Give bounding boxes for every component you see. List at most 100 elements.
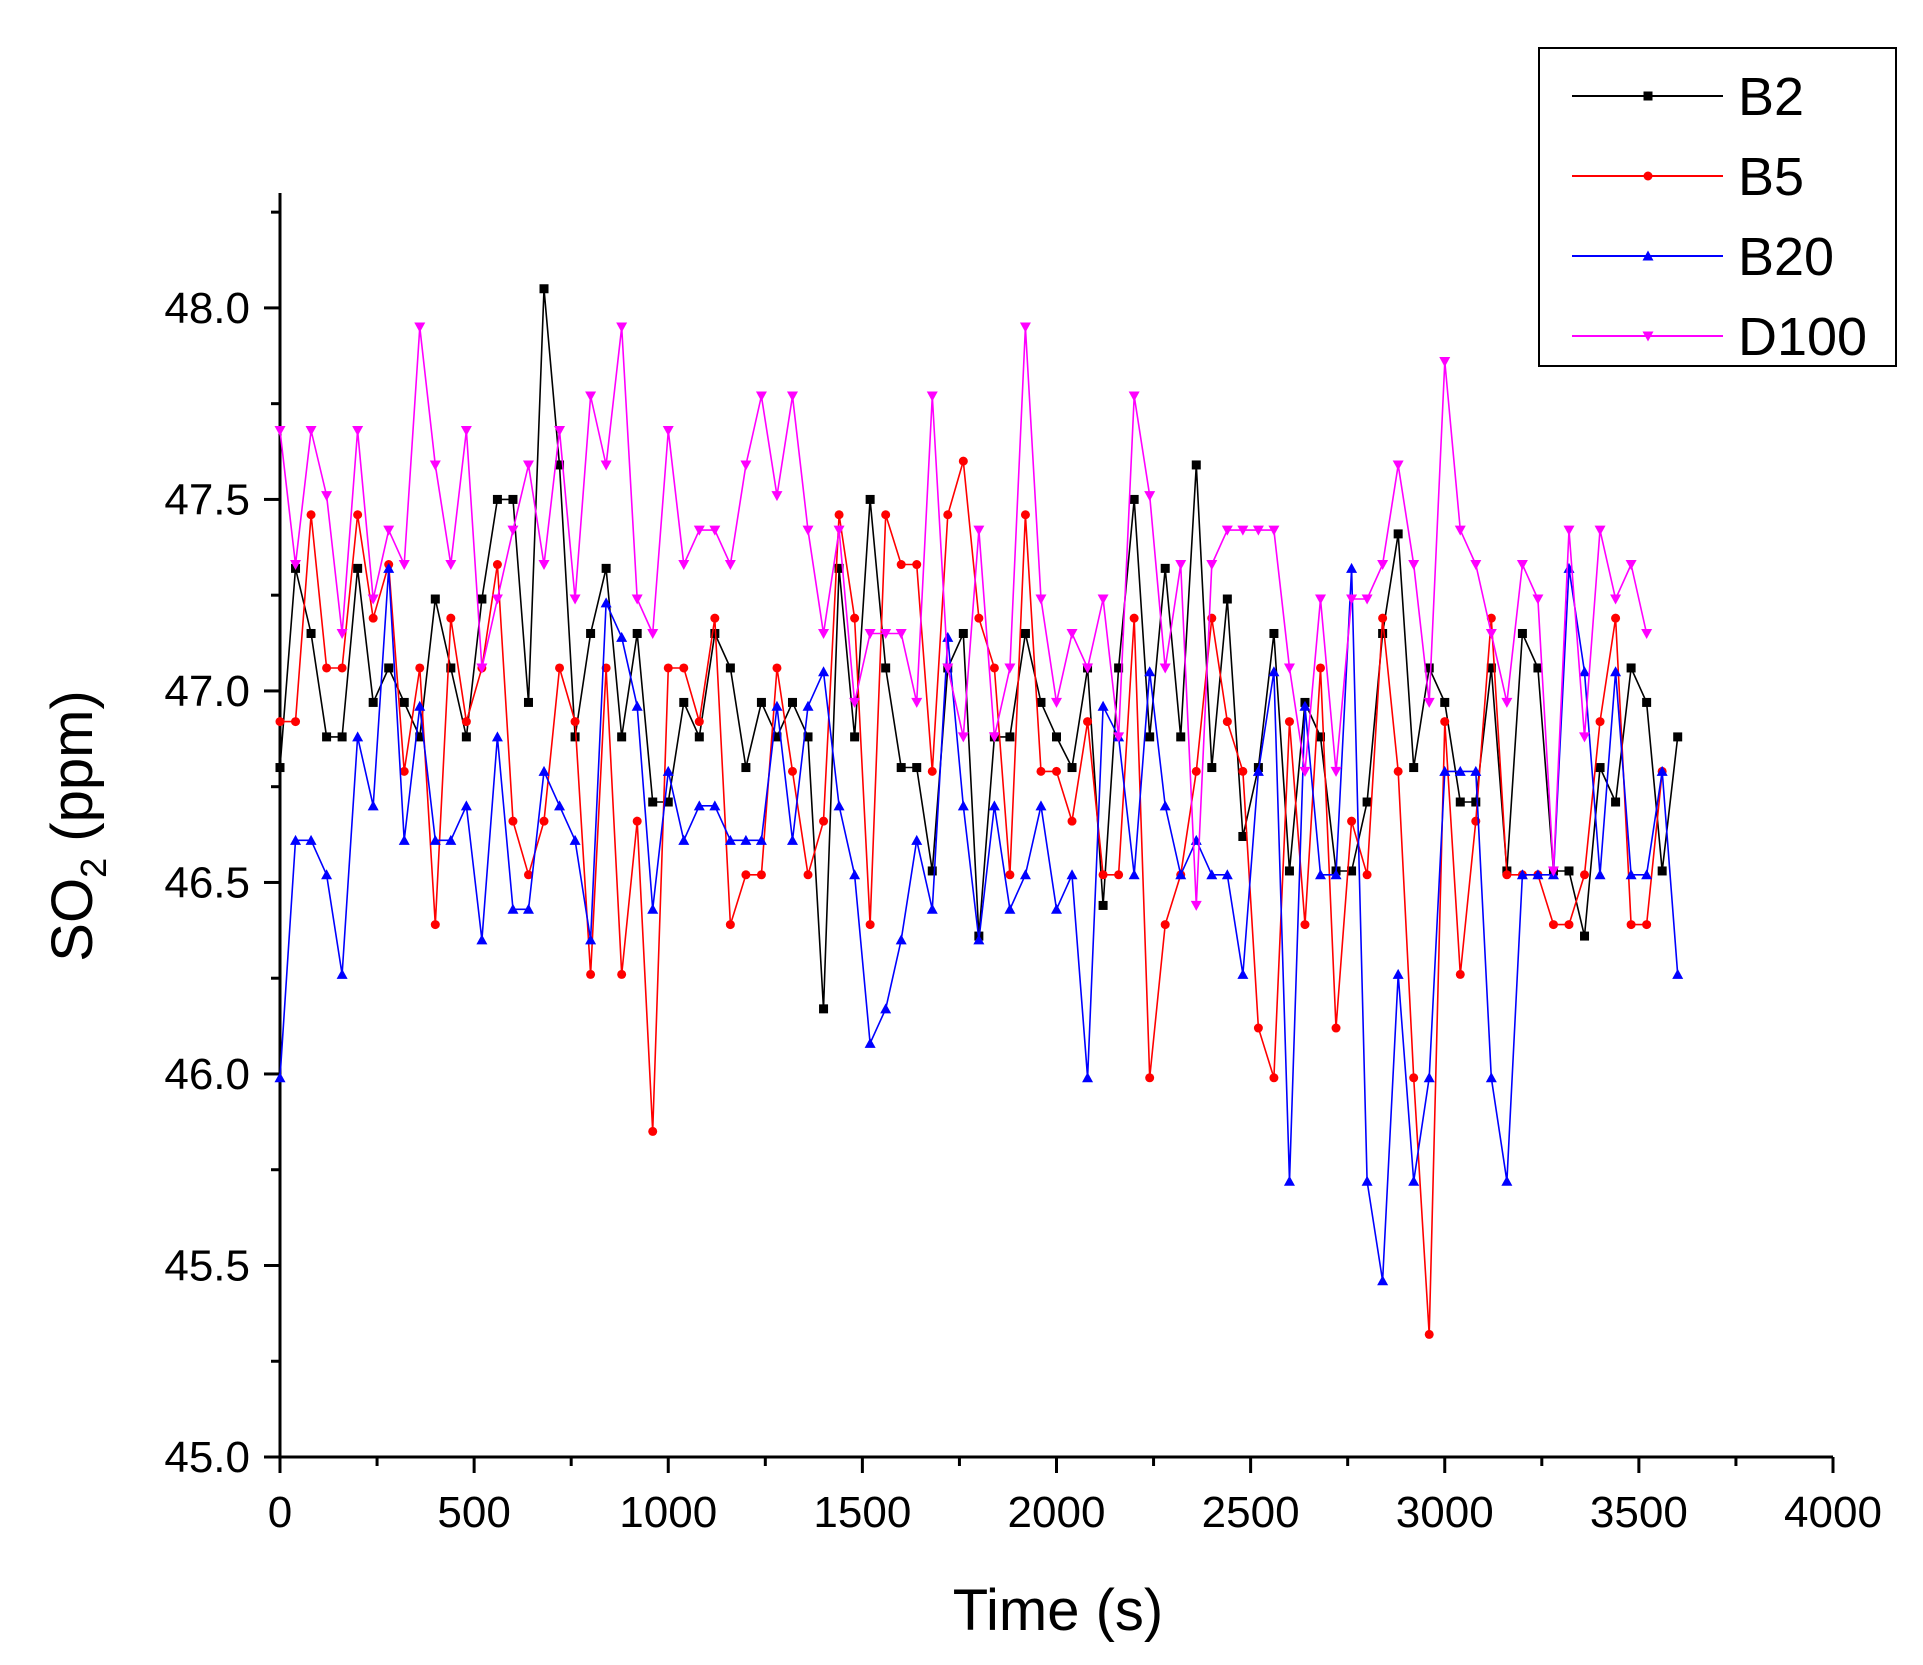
- data-point-D100: [693, 525, 705, 536]
- data-point-B20: [1283, 1175, 1295, 1186]
- data-point-B2: [1657, 866, 1667, 876]
- data-point-B2: [539, 284, 549, 294]
- legend-label: B5: [1738, 147, 1804, 207]
- data-point-B2: [586, 628, 596, 638]
- data-point-B5: [322, 663, 332, 673]
- x-tick-label: 1500: [813, 1488, 911, 1537]
- data-point-B2: [756, 697, 766, 707]
- data-point-B5: [694, 717, 704, 727]
- data-point-B20: [740, 834, 752, 845]
- data-point-B20: [647, 903, 659, 914]
- data-point-B5: [958, 456, 968, 466]
- data-point-D100: [1423, 697, 1435, 708]
- data-point-B20: [786, 834, 798, 845]
- legend: B2 B5 B20 D100: [1538, 47, 1897, 367]
- data-point-D100: [507, 525, 519, 536]
- data-point-B20: [507, 903, 519, 914]
- data-point-B5: [1253, 1023, 1263, 1033]
- data-point-B20: [398, 834, 410, 845]
- data-point-D100: [476, 663, 488, 674]
- data-point-D100: [631, 594, 643, 605]
- data-point-B20: [445, 834, 457, 845]
- data-point-D100: [1439, 357, 1451, 368]
- data-point-B5: [1393, 766, 1403, 776]
- data-point-D100: [352, 425, 364, 436]
- data-point-B2: [1378, 628, 1388, 638]
- data-point-B5: [679, 663, 689, 673]
- data-point-B2: [1020, 628, 1030, 638]
- x-tick-label: 2000: [1008, 1488, 1106, 1537]
- series-B5: [275, 456, 1667, 1339]
- data-point-B2: [1145, 732, 1155, 742]
- legend-entry-D100: D100: [1572, 307, 1867, 367]
- data-point-B5: [912, 560, 922, 570]
- data-point-B2: [1595, 763, 1605, 773]
- data-point-D100: [1051, 697, 1062, 708]
- data-point-B20: [1082, 1072, 1094, 1083]
- data-point-D100: [1610, 594, 1622, 605]
- data-point-B5: [1005, 870, 1015, 880]
- data-point-B5: [1455, 969, 1465, 979]
- data-point-B2: [772, 732, 782, 742]
- data-point-B20: [1097, 700, 1109, 711]
- data-point-B20: [1516, 869, 1528, 880]
- data-point-B20: [895, 934, 907, 945]
- data-point-D100: [1066, 628, 1078, 639]
- legend-swatch-marker: [1643, 91, 1653, 101]
- data-point-B20: [1408, 1175, 1420, 1186]
- data-point-B5: [1191, 766, 1201, 776]
- y-tick-label: 47.0: [164, 667, 250, 716]
- data-point-B2: [1440, 697, 1450, 707]
- data-point-D100: [911, 697, 923, 708]
- y-axis-label-units: (ppm): [40, 690, 105, 858]
- data-point-B2: [1176, 732, 1186, 742]
- data-point-B2: [1455, 797, 1465, 807]
- data-point-D100: [771, 491, 783, 502]
- y-axis-label-main: SO: [40, 878, 105, 962]
- data-point-B20: [693, 800, 705, 811]
- data-point-B2: [1207, 763, 1217, 773]
- data-point-B20: [1423, 1072, 1435, 1083]
- data-point-B5: [1626, 920, 1636, 930]
- data-point-D100: [1035, 594, 1047, 605]
- data-point-D100: [1159, 663, 1171, 674]
- data-point-D100: [290, 560, 302, 571]
- data-point-B20: [1206, 869, 1218, 880]
- data-point-D100: [1361, 594, 1373, 605]
- data-point-B20: [1019, 869, 1031, 880]
- data-point-D100: [1190, 900, 1202, 911]
- data-point-B5: [1409, 1073, 1419, 1083]
- data-point-B20: [1594, 869, 1606, 880]
- data-point-B20: [1004, 903, 1016, 914]
- data-point-B2: [850, 732, 860, 742]
- data-point-B5: [1580, 870, 1590, 880]
- data-point-D100: [1283, 663, 1295, 674]
- data-point-B5: [1347, 816, 1357, 826]
- data-point-D100: [1299, 766, 1311, 777]
- data-point-B5: [710, 613, 720, 623]
- data-point-D100: [305, 425, 317, 436]
- data-point-B20: [290, 834, 302, 845]
- data-point-B2: [1284, 866, 1294, 876]
- data-point-B5: [1424, 1329, 1434, 1339]
- data-point-D100: [1175, 560, 1187, 571]
- data-point-B2: [958, 628, 968, 638]
- data-point-D100: [740, 460, 752, 471]
- data-point-D100: [1377, 560, 1389, 571]
- data-point-D100: [957, 732, 969, 743]
- data-point-B20: [988, 800, 1000, 811]
- data-point-D100: [678, 560, 690, 571]
- y-axis-label-subscript: 2: [73, 858, 114, 878]
- data-point-D100: [1392, 460, 1404, 471]
- data-point-B20: [1237, 968, 1249, 979]
- data-point-B2: [1052, 732, 1061, 742]
- data-point-D100: [833, 525, 845, 536]
- data-point-B2: [881, 663, 891, 673]
- data-point-B5: [353, 510, 363, 520]
- data-point-B5: [368, 613, 378, 623]
- data-point-B20: [1315, 869, 1327, 880]
- data-point-D100: [926, 391, 938, 402]
- data-point-B5: [1378, 613, 1388, 623]
- data-point-B5: [275, 717, 285, 727]
